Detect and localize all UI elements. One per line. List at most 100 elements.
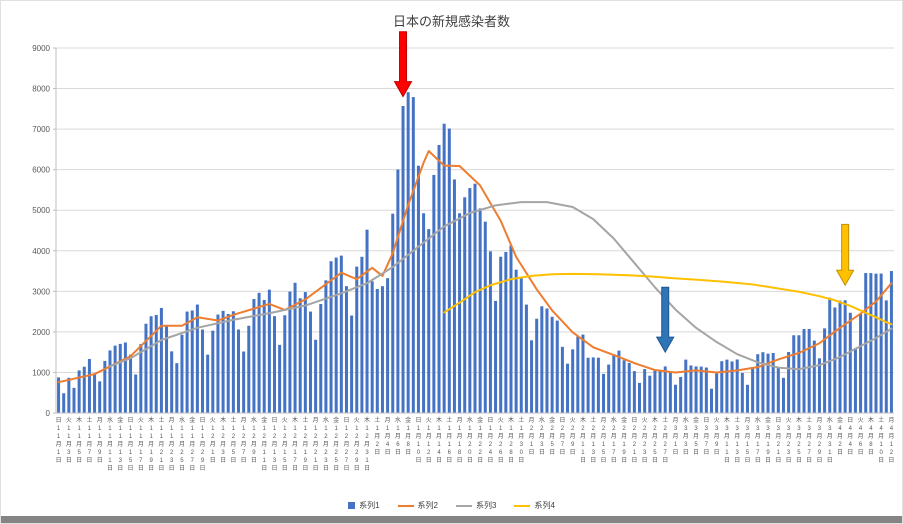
svg-text:0: 0: [46, 409, 51, 418]
line-series-4: [443, 272, 893, 326]
series3-line-marker-icon: [456, 504, 472, 507]
legend-label-series3: 系列3: [476, 501, 497, 510]
chart-title: 日本の新規感染者数: [392, 14, 510, 29]
red-arrow: [393, 31, 413, 98]
svg-text:1000: 1000: [32, 368, 50, 377]
legend-label-series1: 系列1: [359, 501, 380, 510]
legend-item-series2[interactable]: 系列2: [397, 500, 438, 511]
svg-text:3000: 3000: [32, 287, 50, 296]
yellow-arrow: [835, 223, 855, 287]
svg-text:4000: 4000: [32, 247, 50, 256]
bar-series: [57, 92, 893, 414]
legend-item-series1[interactable]: 系列1: [348, 500, 380, 511]
series4-line-marker-icon: [514, 504, 531, 507]
svg-text:7000: 7000: [32, 125, 50, 134]
y-axis-labels: 0 1000 2000 3000 4000 5000 6000 7000 8000 9000: [32, 44, 56, 418]
window-bottom-bar: [1, 516, 902, 523]
series1-bar-marker-icon: [348, 502, 356, 509]
line-series-2: [57, 150, 893, 384]
legend-item-series3[interactable]: 系列3: [456, 500, 496, 511]
svg-text:5000: 5000: [32, 206, 50, 215]
svg-text:8000: 8000: [32, 85, 50, 94]
svg-text:2000: 2000: [32, 328, 50, 337]
legend-item-series4[interactable]: 系列4: [514, 500, 555, 511]
svg-text:9000: 9000: [32, 44, 50, 53]
legend-label-series4: 系列4: [534, 501, 555, 510]
x-axis-labels: 日 1 1 月 1 日火 1 1 月 3 日木 1 1 月 5 日土 1 1 月 7 日月 1 1 月 9 日水 1 1 月 1 1 日 金 1 1…: [56, 416, 895, 472]
chart-legend: 系列1 系列2 系列3 系列4: [1, 500, 902, 511]
svg-text:6000: 6000: [32, 166, 50, 175]
